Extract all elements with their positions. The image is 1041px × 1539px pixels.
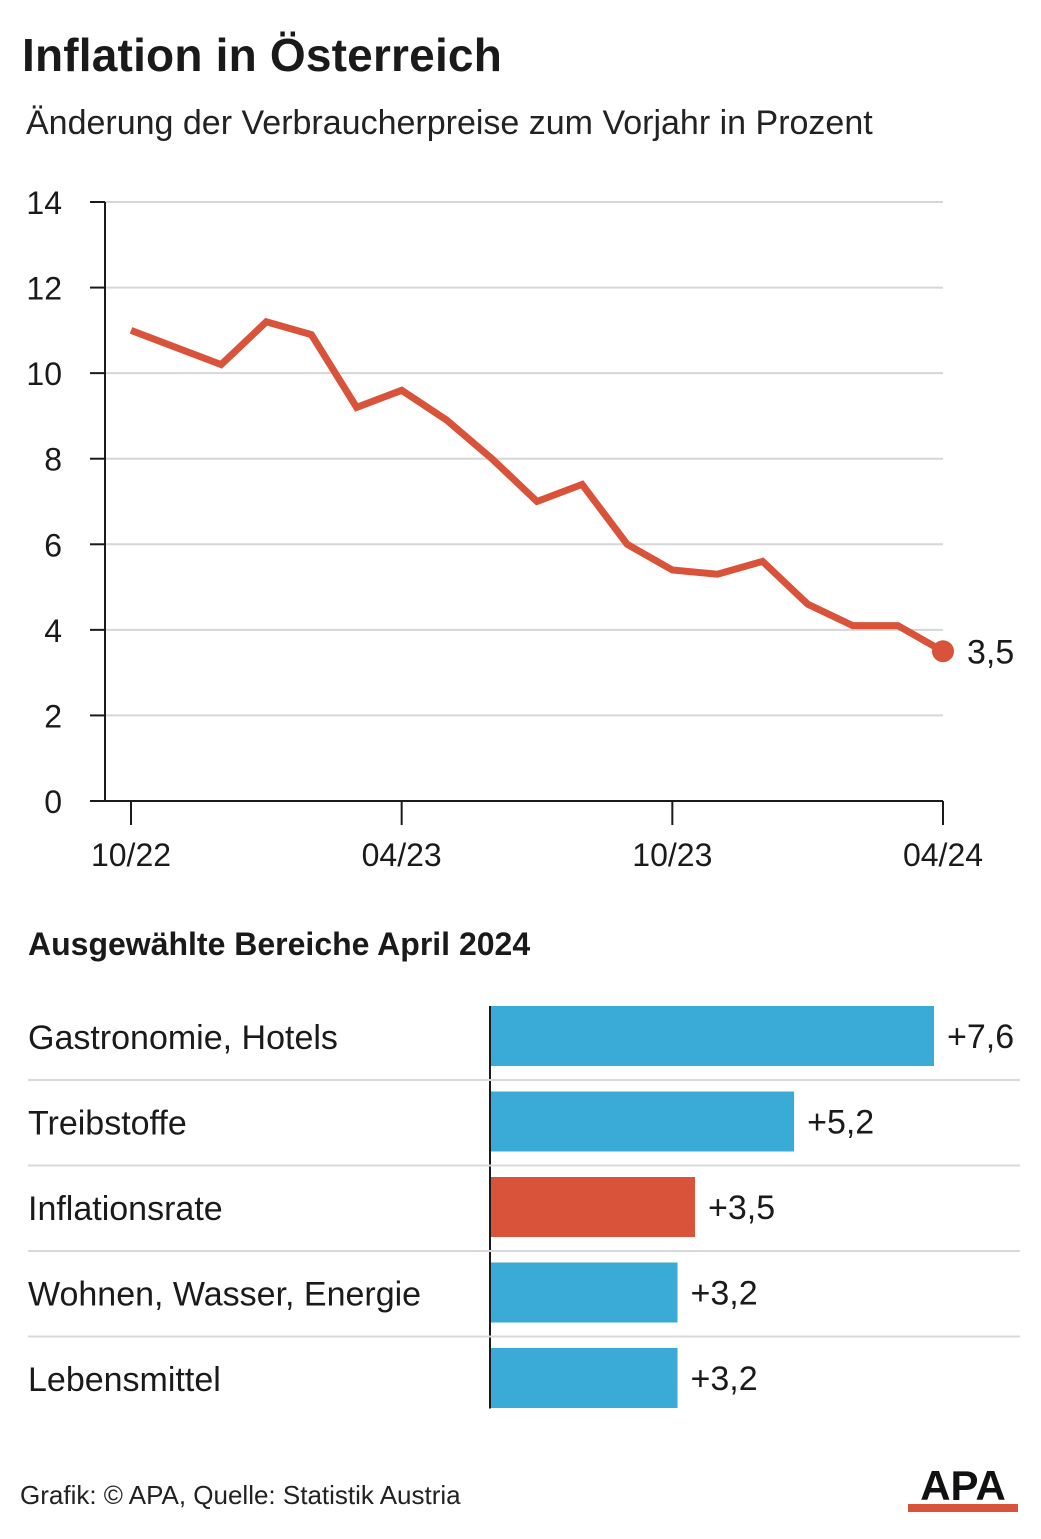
bar: [491, 1091, 795, 1152]
bar-value-label: +3,2: [691, 1275, 758, 1313]
bar: [491, 1177, 696, 1237]
line-chart-y-axis: 0 2 4 6 8 10 12 14: [26, 185, 106, 820]
y-tick-label: 8: [44, 442, 62, 478]
apa-logo: APA: [908, 1462, 1018, 1512]
x-tick-label: 04/24: [903, 837, 983, 873]
y-tick-label: 12: [26, 271, 62, 307]
y-tick-label: 14: [26, 185, 62, 221]
bar-category-label: Treibstoffe: [28, 1105, 187, 1143]
source-credit: Grafik: © APA, Quelle: Statistik Austria: [20, 1480, 461, 1510]
x-tick-label: 04/23: [362, 837, 442, 873]
end-point-marker: [932, 640, 954, 663]
y-tick-label: 0: [44, 784, 62, 820]
bar: [491, 1262, 678, 1323]
page-title: Inflation in Österreich: [22, 29, 503, 81]
apa-logo-stripe: [908, 1504, 1018, 1512]
bar-chart-title: Ausgewählte Bereiche April 2024: [28, 926, 531, 962]
bar-value-label: +3,2: [691, 1360, 758, 1398]
bar-category-label: Lebensmittel: [28, 1361, 221, 1399]
line-chart-series: 3,5: [129, 317, 1014, 671]
bar-chart: Gastronomie, Hotels +7,6 Treibstoffe +5,2 In…: [28, 1006, 1020, 1409]
line-chart: 0 2 4 6 8 10 12 14 10/22 04/23 10/23 04/24 3,5: [26, 185, 1014, 873]
line-chart-grid: [105, 201, 943, 717]
bar-category-label: Inflationsrate: [28, 1190, 223, 1228]
y-tick-label: 4: [44, 613, 62, 649]
y-tick-label: 10: [26, 356, 62, 392]
bar: [491, 1348, 678, 1408]
bar-chart-rows: Gastronomie, Hotels +7,6 Treibstoffe +5,2 In…: [28, 1006, 1020, 1409]
bar-category-label: Gastronomie, Hotels: [28, 1019, 338, 1057]
x-tick-label: 10/22: [91, 837, 171, 873]
page-subtitle: Änderung der Verbraucherpreise zum Vorja…: [26, 104, 873, 142]
bar-value-label: +7,6: [947, 1018, 1014, 1056]
end-value-label: 3,5: [967, 633, 1014, 671]
y-tick-label: 2: [44, 698, 62, 734]
bar-value-label: +3,5: [708, 1189, 775, 1227]
x-tick-label: 10/23: [632, 837, 712, 873]
inflation-line: [129, 317, 945, 655]
bar: [491, 1006, 934, 1066]
y-tick-label: 6: [44, 527, 62, 563]
bar-value-label: +5,2: [807, 1104, 874, 1142]
line-chart-x-axis: 10/22 04/23 10/23 04/24: [90, 800, 983, 873]
svg-text:APA: APA: [920, 1462, 1006, 1509]
bar-category-label: Wohnen, Wasser, Energie: [28, 1276, 421, 1314]
